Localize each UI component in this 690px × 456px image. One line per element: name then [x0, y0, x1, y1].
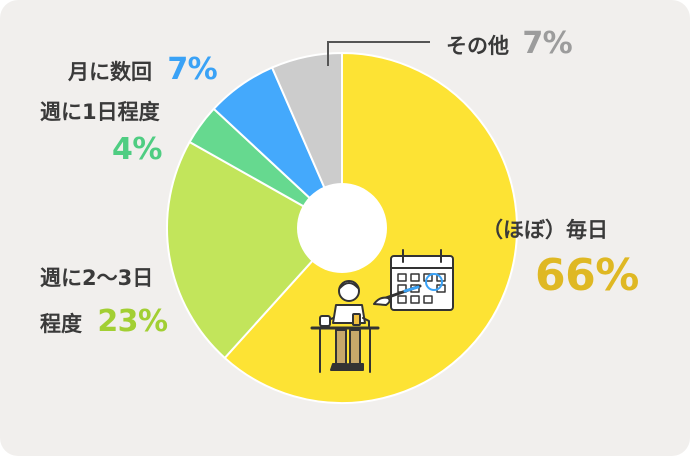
- label-2-3-days-name-line2: 程度: [40, 312, 82, 336]
- label-2-3-days-line2: 程度 23%: [40, 304, 168, 339]
- slice-2-3-days: [166, 140, 344, 360]
- label-daily: （ほぼ）毎日: [482, 214, 608, 244]
- label-once-a-week-percent: 4%: [112, 132, 162, 167]
- label-once-a-week-name: 週に1日程度: [40, 100, 160, 124]
- label-2-3-days: 週に2〜3日: [40, 262, 153, 292]
- label-once-a-week: 週に1日程度: [40, 96, 160, 126]
- label-several-times-a-month: 月に数回 7%: [68, 52, 218, 87]
- label-2-3-days-name-line1: 週に2〜3日: [40, 266, 154, 290]
- label-other: その他 7%: [446, 26, 573, 61]
- label-several-times-a-month-name: 月に数回: [68, 60, 152, 84]
- label-2-3-days-percent: 23%: [97, 304, 168, 339]
- leader-line-other: [327, 41, 430, 66]
- person-at-desk-illustration: [310, 249, 454, 373]
- donut-hole: [297, 183, 387, 273]
- calendar-icon: [390, 249, 454, 311]
- label-other-percent: 7%: [522, 26, 573, 61]
- label-daily-name: （ほぼ）毎日: [482, 218, 608, 242]
- label-daily-percent: 66%: [535, 250, 639, 301]
- label-several-times-a-month-percent: 7%: [167, 52, 218, 87]
- label-other-name: その他: [446, 34, 509, 58]
- slice-other: [270, 51, 343, 229]
